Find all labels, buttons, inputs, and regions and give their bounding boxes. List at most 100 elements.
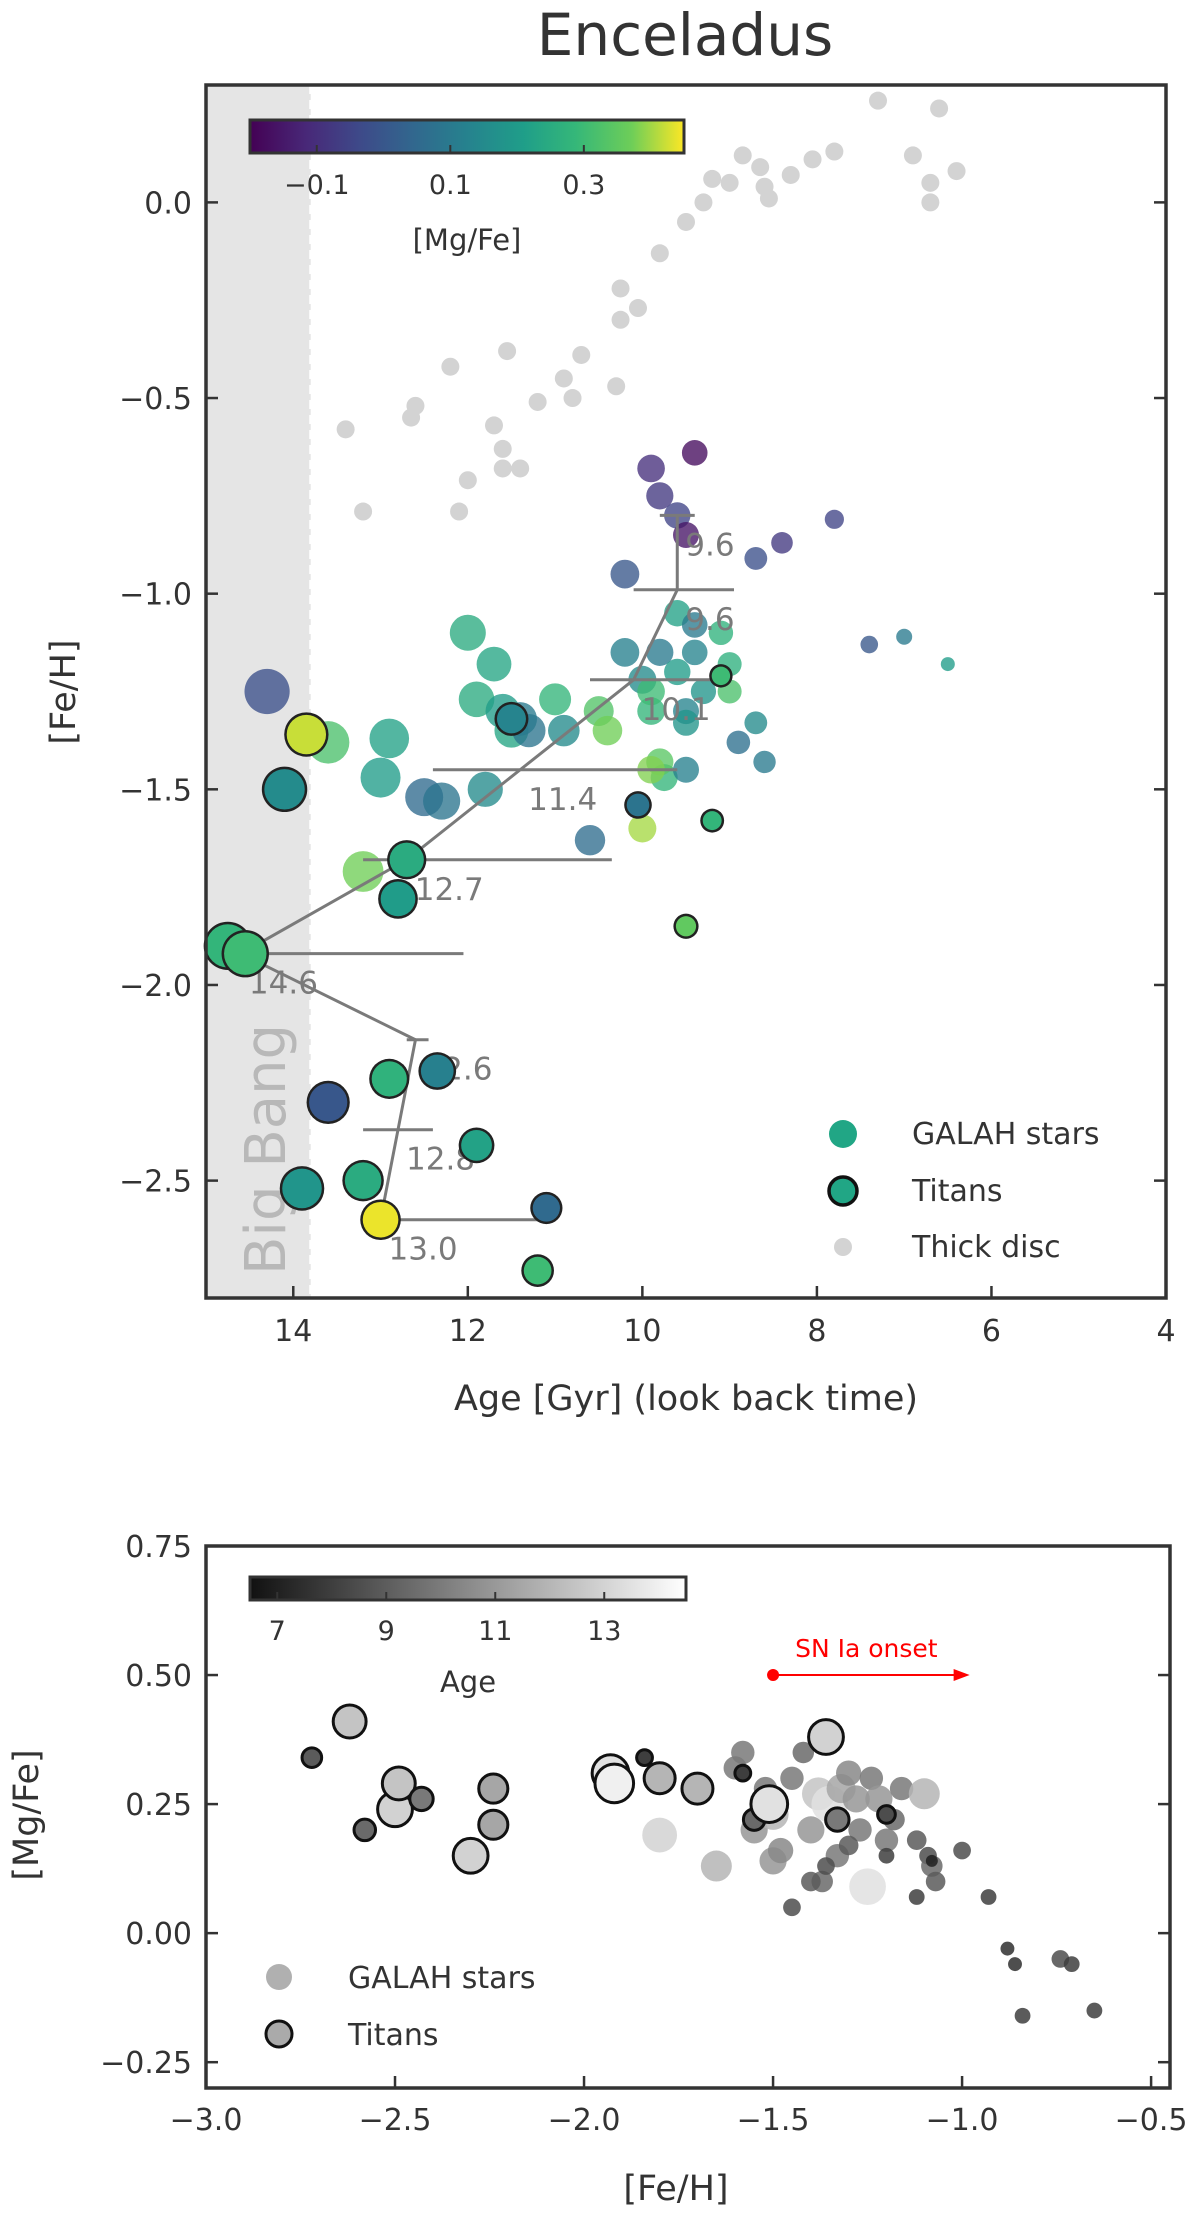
age-colorbar	[248, 1575, 688, 1602]
galah-star-point	[726, 730, 751, 755]
mg-fe-colorbar-tick-label: 0.3	[562, 170, 605, 201]
galah-star-point	[731, 1740, 755, 1765]
galah-star-point	[673, 521, 699, 548]
titan-point	[309, 1083, 348, 1122]
galah-star-point	[874, 1828, 899, 1852]
top-data-layer: 9.69.610.111.412.714.612.612.813.0	[203, 91, 966, 1287]
thick-disc-point	[402, 408, 421, 427]
titan-point	[824, 1806, 851, 1833]
sn-ia-onset-label: SN Ia onset	[795, 1634, 938, 1663]
galah-star-point	[824, 509, 844, 529]
galah-star-point	[906, 1830, 927, 1851]
top-x-tick-label: 4	[1156, 1314, 1175, 1349]
top-y-tick-label: −1.5	[119, 773, 192, 808]
top-y-axis-label: [Fe/H]	[44, 639, 84, 744]
titan-point	[523, 1256, 552, 1285]
legend-titans-marker	[827, 1175, 859, 1207]
age-bin-label: 11.4	[528, 782, 597, 818]
mg-fe-colorbar-tick-label: 0.1	[429, 170, 472, 201]
galah-star-point	[574, 824, 606, 856]
titan-point	[362, 1201, 399, 1238]
titan-point	[380, 881, 416, 917]
thick-disc-point	[825, 142, 844, 161]
age-bin-label: 12.7	[415, 872, 484, 908]
galah-star-point	[801, 1871, 821, 1892]
galah-star-point	[637, 697, 665, 725]
bottom-x-axis-label: [Fe/H]	[623, 2169, 728, 2209]
titan-point	[635, 1748, 654, 1768]
galah-star-point	[700, 1850, 732, 1882]
top-plot-frame	[204, 83, 1168, 1300]
thick-disc-point	[759, 189, 778, 208]
titan-point	[331, 1703, 368, 1740]
galah-star-point	[449, 614, 486, 651]
galah-star-point	[838, 1835, 859, 1856]
thick-disc-point	[611, 310, 630, 329]
galah-star-point	[842, 1785, 870, 1813]
titan-point	[626, 793, 650, 817]
galah-star-point	[673, 756, 699, 783]
galah-star-point	[681, 612, 708, 638]
bottom-x-tick-label: −1.5	[737, 2103, 810, 2138]
thick-disc-point	[869, 91, 887, 110]
galah-star-point	[1008, 1957, 1022, 1972]
top-background-layer: Big Bang	[206, 85, 313, 1298]
galah-star-point	[1086, 2002, 1103, 2019]
galah-star-point	[908, 1889, 925, 1905]
age-bin-label: 10.1	[642, 692, 711, 728]
age-colorbar-label: Age	[440, 1665, 496, 1699]
legend-galah-label: GALAH stars	[912, 1117, 1100, 1152]
galah-star-point	[690, 678, 717, 705]
top-y-tick-label: −0.5	[119, 382, 192, 417]
top-x-axis-label: Age [Gyr] (look back time)	[454, 1379, 918, 1419]
thick-disc-point	[554, 369, 573, 388]
bottom-data-layer: SN Ia onset	[300, 1634, 1103, 2024]
titan-point	[711, 666, 731, 686]
titan-point	[352, 1817, 378, 1843]
thick-disc-point	[607, 377, 626, 396]
top-x-tick-label: 10	[623, 1314, 661, 1349]
thick-disc-point	[485, 416, 503, 435]
bottom-y-tick-label: 0.50	[125, 1659, 192, 1694]
legend-galah-marker	[829, 1120, 857, 1148]
thick-disc-point	[751, 158, 770, 177]
galah-star-point	[610, 637, 640, 667]
galah-star-point	[744, 711, 768, 735]
bottom-x-tick-label: −2.5	[359, 2103, 432, 2138]
galah-star-point	[539, 683, 572, 716]
bottom-legend-galah-marker	[266, 1964, 292, 1990]
titan-point	[344, 1162, 382, 1199]
titan-point	[680, 1771, 715, 1806]
age-bin-label: 9.6	[685, 602, 734, 638]
titan-point	[749, 1784, 790, 1824]
galah-star-point	[753, 750, 776, 774]
legend-titans-label: Titans	[911, 1174, 1003, 1209]
legend-thick-disc-marker	[834, 1238, 852, 1256]
top-axes: 14 12 10 8 6 4 0.0 −0.5 −1.0 −1.5 −2.0 −2.5	[119, 186, 1175, 1349]
galah-star-point	[342, 851, 384, 892]
titan-point	[496, 704, 526, 734]
mg-fe-colorbar-ticks: −0.1 0.1 0.3	[284, 145, 605, 201]
thick-disc-point	[511, 459, 530, 478]
titan-point	[876, 1804, 897, 1825]
titan-point	[408, 1785, 435, 1813]
thick-disc-point	[921, 193, 940, 212]
galah-star-point	[646, 482, 674, 510]
bottom-x-tick-label: −0.5	[1115, 2103, 1188, 2138]
titan-point	[675, 916, 697, 937]
titan-point	[733, 1763, 753, 1783]
sn-ia-onset-point	[767, 1669, 780, 1682]
age-bin-label: 9.6	[685, 527, 734, 563]
bottom-legend-titans-marker	[264, 2019, 294, 2049]
galah-star-point	[940, 657, 955, 672]
galah-star-point	[767, 1837, 794, 1864]
galah-star-point	[681, 639, 708, 666]
galah-star-point	[792, 1741, 815, 1764]
galah-star-point	[849, 1868, 886, 1906]
bottom-y-tick-label: −0.25	[100, 2046, 192, 2081]
titan-point	[300, 1746, 324, 1769]
galah-star-point	[423, 782, 461, 820]
bottom-y-tick-label: 0.00	[125, 1917, 192, 1952]
thick-disc-point	[781, 165, 800, 184]
top-x-tick-label: 8	[807, 1314, 826, 1349]
